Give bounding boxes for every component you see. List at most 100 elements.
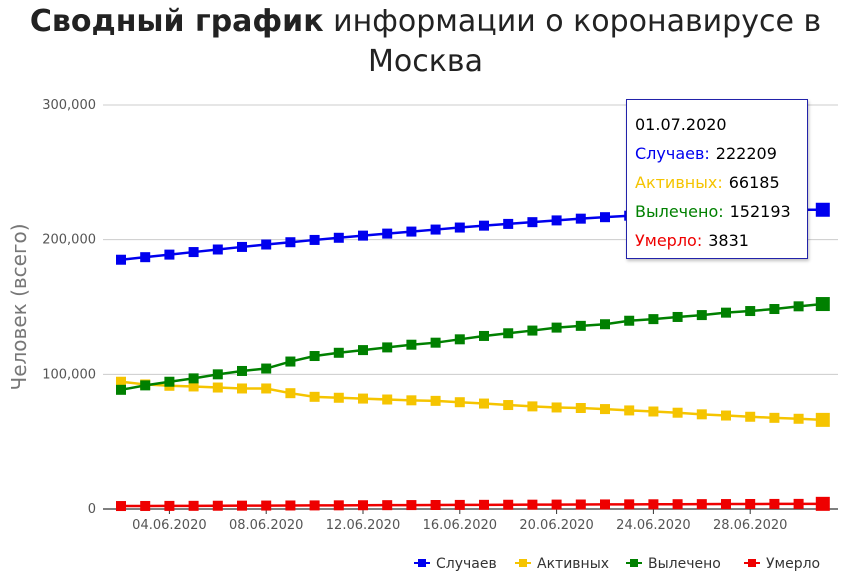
data-point[interactable] [454,397,465,408]
data-point[interactable] [503,328,514,339]
data-point[interactable] [382,500,393,511]
data-point[interactable] [479,398,489,409]
data-point[interactable] [164,376,175,387]
data-point[interactable] [261,239,272,250]
data-point[interactable] [815,297,830,312]
data-point[interactable] [575,403,586,413]
data-point[interactable] [479,220,489,231]
data-point[interactable] [358,500,368,511]
data-point[interactable] [769,498,780,509]
data-point[interactable] [575,213,586,224]
data-point[interactable] [406,500,417,511]
data-point[interactable] [237,500,247,511]
data-point[interactable] [430,395,441,406]
data-point[interactable] [430,337,441,348]
data-point[interactable] [164,500,175,511]
data-point[interactable] [648,499,659,510]
data-point[interactable] [212,244,223,255]
data-point[interactable] [285,356,296,367]
data-point[interactable] [188,373,199,384]
data-point[interactable] [721,410,731,421]
data-point[interactable] [745,498,756,509]
series-3[interactable] [116,496,830,512]
data-point[interactable] [793,301,804,312]
data-point[interactable] [382,228,393,239]
data-point[interactable] [696,499,707,510]
data-point[interactable] [551,215,562,226]
data-point[interactable] [285,388,296,399]
data-point[interactable] [358,345,368,356]
data-point[interactable] [575,320,586,331]
data-point[interactable] [527,499,538,510]
data-point[interactable] [261,500,272,511]
data-point[interactable] [648,406,659,417]
data-point[interactable] [815,496,830,511]
data-point[interactable] [116,384,126,395]
data-point[interactable] [116,501,126,512]
data-point[interactable] [309,351,320,362]
data-point[interactable] [815,412,830,427]
data-point[interactable] [503,400,514,411]
data-point[interactable] [815,202,830,217]
data-point[interactable] [382,342,393,353]
data-point[interactable] [745,306,756,317]
data-point[interactable] [309,500,320,511]
data-point[interactable] [624,499,635,510]
data-point[interactable] [285,500,296,511]
legend-item[interactable]: Активных [515,556,609,572]
data-point[interactable] [672,499,683,510]
data-point[interactable] [454,222,465,233]
data-point[interactable] [140,500,151,511]
data-point[interactable] [333,347,344,358]
data-point[interactable] [333,232,344,243]
data-point[interactable] [285,237,296,248]
data-point[interactable] [358,393,368,404]
data-point[interactable] [212,369,223,380]
data-point[interactable] [721,307,731,318]
data-point[interactable] [333,392,344,403]
data-point[interactable] [188,381,199,392]
legend-item[interactable]: Вылечено [626,556,721,572]
data-point[interactable] [696,409,707,420]
data-point[interactable] [309,391,320,402]
data-point[interactable] [769,304,780,315]
data-point[interactable] [188,247,199,258]
data-point[interactable] [454,334,465,345]
data-point[interactable] [600,404,610,415]
data-point[interactable] [696,310,707,321]
data-point[interactable] [237,365,247,376]
data-point[interactable] [333,500,344,511]
data-point[interactable] [406,226,417,237]
data-point[interactable] [358,230,368,241]
data-point[interactable] [212,382,223,393]
data-point[interactable] [479,330,489,341]
data-point[interactable] [551,322,562,333]
data-point[interactable] [140,252,151,263]
data-point[interactable] [140,380,151,391]
data-point[interactable] [406,395,417,406]
data-point[interactable] [479,499,489,510]
data-point[interactable] [212,500,223,511]
data-point[interactable] [430,500,441,511]
data-point[interactable] [551,499,562,510]
data-point[interactable] [503,499,514,510]
data-point[interactable] [237,241,247,252]
data-point[interactable] [745,411,756,422]
data-point[interactable] [261,363,272,374]
data-point[interactable] [116,376,126,387]
data-point[interactable] [721,499,731,510]
data-point[interactable] [237,383,247,394]
data-point[interactable] [164,249,175,260]
series-group[interactable] [116,202,830,512]
data-point[interactable] [575,499,586,510]
data-point[interactable] [648,314,659,325]
data-point[interactable] [600,319,610,330]
data-point[interactable] [382,394,393,405]
data-point[interactable] [793,413,804,424]
data-point[interactable] [600,499,610,510]
data-point[interactable] [527,217,538,228]
legend-item[interactable]: Случаев [414,556,497,572]
data-point[interactable] [672,407,683,418]
data-point[interactable] [454,499,465,510]
data-point[interactable] [624,405,635,416]
